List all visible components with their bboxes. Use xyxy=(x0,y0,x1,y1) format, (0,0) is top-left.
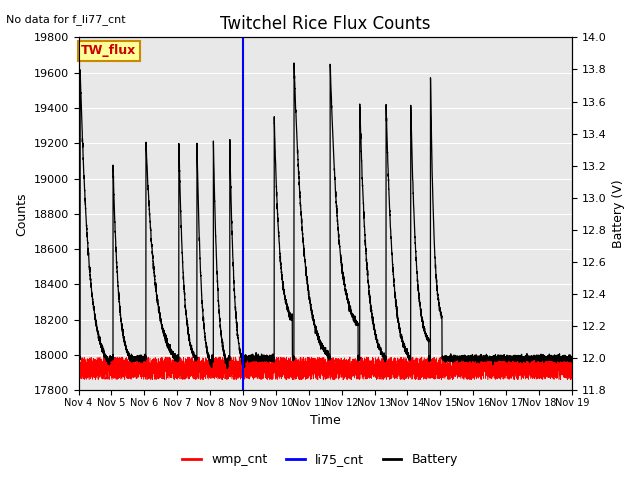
Legend: wmp_cnt, li75_cnt, Battery: wmp_cnt, li75_cnt, Battery xyxy=(177,448,463,471)
Y-axis label: Battery (V): Battery (V) xyxy=(612,180,625,248)
Title: Twitchel Rice Flux Counts: Twitchel Rice Flux Counts xyxy=(220,15,431,33)
Text: No data for f_li77_cnt: No data for f_li77_cnt xyxy=(6,14,126,25)
Y-axis label: Counts: Counts xyxy=(15,192,28,236)
X-axis label: Time: Time xyxy=(310,414,340,427)
Text: TW_flux: TW_flux xyxy=(81,44,136,58)
